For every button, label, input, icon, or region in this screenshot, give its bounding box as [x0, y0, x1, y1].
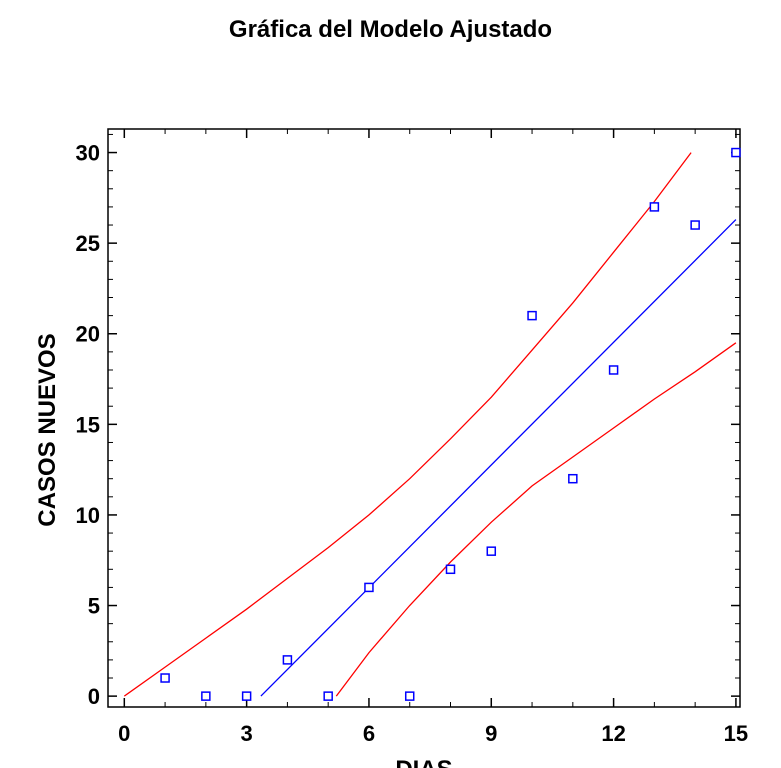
chart-title: Gráfica del Modelo Ajustado: [228, 16, 553, 43]
x-tick-label: 15: [724, 721, 748, 746]
x-tick-label: 6: [363, 721, 375, 746]
data-point: [282, 655, 293, 665]
series-layer: [123, 152, 737, 697]
x-tick-label: 0: [118, 721, 130, 746]
data-point: [527, 310, 537, 321]
x-axis-label: DIAS: [395, 756, 452, 768]
x-tick-label: 3: [241, 721, 253, 746]
tick-labels: 0 3 6 9 12 15 0 5 10 15 20 25 30: [76, 141, 749, 746]
data-point: [649, 202, 660, 212]
y-tick-label: 15: [76, 412, 100, 437]
y-tick-label: 5: [88, 594, 100, 619]
x-tick-label: 12: [601, 721, 625, 746]
y-tick-label: 10: [76, 503, 100, 528]
data-point: [690, 220, 700, 230]
tick-marks: [108, 129, 740, 707]
data-point: [160, 673, 170, 683]
data-point: [323, 691, 333, 701]
x-tick-label: 9: [485, 721, 497, 746]
data-point: [201, 691, 211, 701]
y-tick-label: 20: [76, 322, 100, 347]
data-point: [445, 564, 456, 575]
y-tick-label: 30: [76, 141, 100, 166]
data-point: [568, 473, 578, 484]
plot-frame: [107, 128, 741, 708]
data-point: [364, 582, 374, 593]
upper-prediction-limit-line: [123, 152, 692, 697]
fitted-line: [260, 219, 737, 697]
y-axis-label: CASOS NUEVOS: [34, 333, 61, 526]
data-point: [608, 365, 619, 375]
data-point: [486, 546, 497, 556]
y-tick-label: 0: [88, 684, 100, 709]
points-layer: [160, 147, 741, 701]
data-point: [404, 691, 415, 701]
lower-prediction-limit-line: [335, 342, 737, 697]
data-point: [731, 147, 741, 158]
data-point: [241, 691, 252, 701]
y-tick-label: 25: [76, 231, 100, 256]
